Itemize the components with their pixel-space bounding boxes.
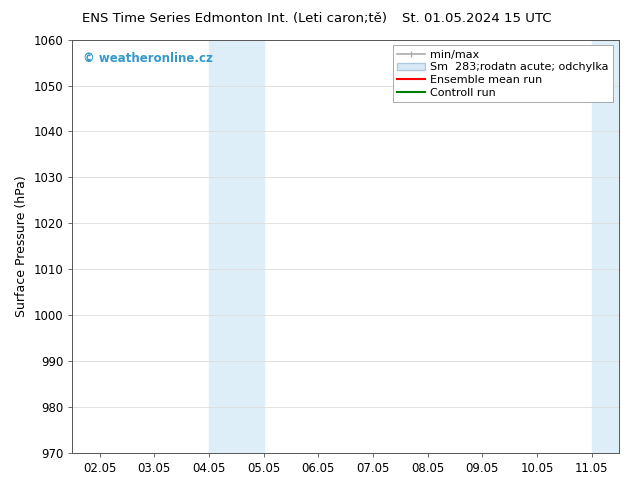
Bar bbox=[592, 40, 619, 453]
Y-axis label: Surface Pressure (hPa): Surface Pressure (hPa) bbox=[15, 175, 28, 317]
Text: © weatheronline.cz: © weatheronline.cz bbox=[83, 52, 213, 65]
Bar bbox=[236, 40, 264, 453]
Legend: min/max, Sm  283;rodatn acute; odchylka, Ensemble mean run, Controll run: min/max, Sm 283;rodatn acute; odchylka, … bbox=[392, 45, 614, 102]
Text: St. 01.05.2024 15 UTC: St. 01.05.2024 15 UTC bbox=[402, 12, 552, 25]
Bar bbox=[209, 40, 236, 453]
Text: ENS Time Series Edmonton Int. (Leti caron;tě): ENS Time Series Edmonton Int. (Leti caro… bbox=[82, 12, 387, 25]
